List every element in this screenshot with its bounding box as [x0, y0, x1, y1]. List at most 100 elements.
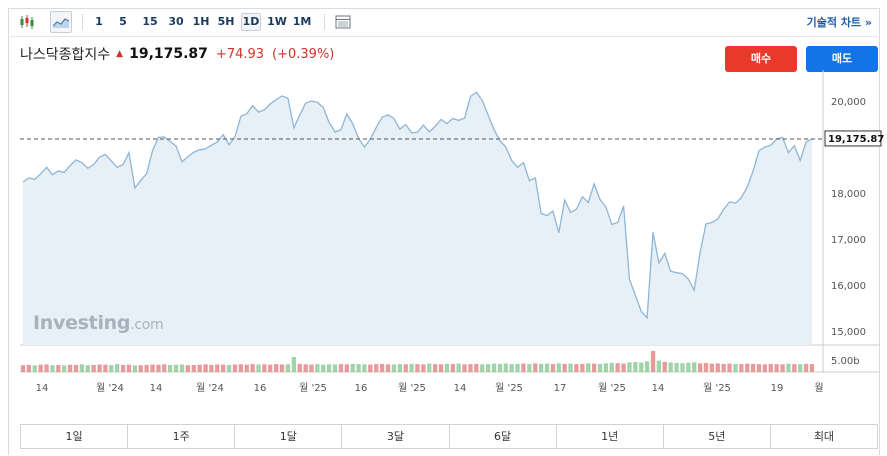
volume-axis-label: 5.00b — [831, 356, 860, 367]
volume-bar — [185, 365, 190, 372]
volume-bar — [550, 364, 556, 372]
period-6m[interactable]: 6달 — [450, 425, 557, 448]
volume-bar — [480, 364, 485, 372]
last-price: 19,175.87 — [129, 46, 208, 62]
technical-chart-link[interactable]: 기술적 차트 » — [806, 16, 872, 29]
volume-bar — [680, 363, 685, 372]
buy-button[interactable]: 매수 — [725, 46, 797, 72]
table-icon[interactable] — [332, 11, 354, 33]
volume-bar — [32, 365, 37, 372]
volume-bar — [721, 363, 726, 372]
volume-bar — [444, 363, 450, 372]
volume-bar — [786, 363, 791, 372]
volume-bar — [468, 364, 473, 372]
period-5y[interactable]: 5년 — [664, 425, 771, 448]
volume-bar — [297, 363, 302, 372]
volume-bar — [221, 364, 226, 372]
volume-bar — [427, 363, 432, 372]
volume-bar — [209, 365, 214, 372]
interval-1d[interactable]: 1D — [241, 13, 261, 31]
volume-bar — [462, 364, 467, 372]
volume-bar — [120, 365, 126, 372]
volume-bar — [733, 363, 738, 372]
volume-bar — [668, 362, 673, 372]
volume-bar — [450, 364, 455, 372]
interval-30[interactable]: 30 — [168, 15, 184, 28]
interval-1[interactable]: 1 — [95, 15, 103, 28]
volume-bar — [603, 363, 608, 372]
volume-bar — [798, 364, 803, 372]
x-tick-label: 월 '25 — [703, 382, 731, 394]
period-selector: 1일 1주 1달 3달 6달 1년 5년 최대 — [20, 424, 878, 449]
volume-bar — [291, 357, 296, 372]
volume-bar — [750, 363, 756, 372]
volume-bar — [67, 364, 73, 372]
period-max[interactable]: 최대 — [813, 430, 835, 443]
interval-1h[interactable]: 1H — [192, 15, 210, 28]
period-1d[interactable]: 1일 — [21, 425, 129, 448]
volume-bar — [409, 363, 414, 372]
investing-watermark: Investing.com — [33, 312, 164, 334]
volume-bar — [645, 361, 650, 372]
volume-bar — [709, 363, 714, 372]
price-change: +74.93 — [215, 46, 265, 62]
y-tick-label: 15,000 — [831, 327, 866, 338]
volume-bar — [703, 363, 709, 372]
quote-header: 나스닥종합지수 ▲ 19,175.87 +74.93 (+0.39%) — [20, 44, 334, 64]
x-tick-label: 14 — [454, 383, 467, 394]
period-1w[interactable]: 1주 — [128, 425, 236, 448]
volume-bar — [403, 364, 408, 372]
volume-bar — [586, 363, 591, 372]
volume-bar — [503, 363, 508, 372]
x-tick-label: 16 — [355, 383, 368, 394]
volume-bar — [803, 363, 809, 372]
period-1y[interactable]: 1년 — [557, 425, 664, 448]
x-tick-label: 월 '25 — [598, 382, 626, 394]
y-tick-label: 20,000 — [831, 97, 866, 108]
area-chart-icon[interactable] — [50, 11, 72, 33]
interval-5[interactable]: 5 — [119, 15, 127, 28]
x-tick-label: 월 — [814, 382, 823, 394]
volume-bar — [179, 364, 185, 372]
volume-bar — [674, 363, 679, 372]
interval-15[interactable]: 15 — [142, 15, 158, 28]
volume-bar — [792, 364, 797, 372]
period-1m[interactable]: 1달 — [235, 425, 343, 448]
interval-1w[interactable]: 1W — [267, 15, 287, 28]
volume-bar — [132, 365, 137, 372]
period-3m[interactable]: 3달 — [342, 425, 450, 448]
volume-bar — [639, 362, 644, 372]
volume-bar — [762, 364, 767, 372]
volume-bar — [515, 363, 520, 372]
volume-bar — [144, 365, 149, 372]
volume-bar — [374, 364, 379, 372]
volume-bar — [244, 364, 249, 372]
sell-button[interactable]: 매도 — [806, 46, 878, 72]
volume-bar — [85, 365, 90, 372]
volume-bar — [109, 365, 114, 372]
volume-bar — [421, 364, 426, 372]
volume-bar — [474, 363, 479, 372]
volume-bar — [20, 365, 26, 372]
volume-bar — [597, 363, 603, 372]
volume-bar — [315, 364, 320, 372]
volume-bar — [44, 364, 49, 372]
volume-bar — [745, 363, 750, 372]
volume-bar — [150, 364, 155, 372]
volume-bar — [262, 364, 267, 372]
chart-frame — [8, 8, 880, 455]
volume-bar — [592, 363, 597, 372]
candlestick-icon[interactable] — [16, 11, 38, 33]
volume-bar — [739, 364, 744, 372]
price-change-percent: (+0.39%) — [272, 46, 335, 62]
x-tick-label: 월 '25 — [495, 382, 523, 394]
volume-bar — [191, 365, 196, 372]
volume-bar — [115, 364, 120, 372]
interval-1m[interactable]: 1M — [292, 15, 312, 28]
volume-bar — [580, 363, 585, 372]
y-tick-label: 16,000 — [831, 281, 866, 292]
interval-5h[interactable]: 5H — [217, 15, 235, 28]
x-tick-label: 14 — [652, 383, 665, 394]
chart-toolbar: 1 5 15 30 1H 5H 1D 1W 1M 기술적 차트 » — [8, 8, 880, 37]
